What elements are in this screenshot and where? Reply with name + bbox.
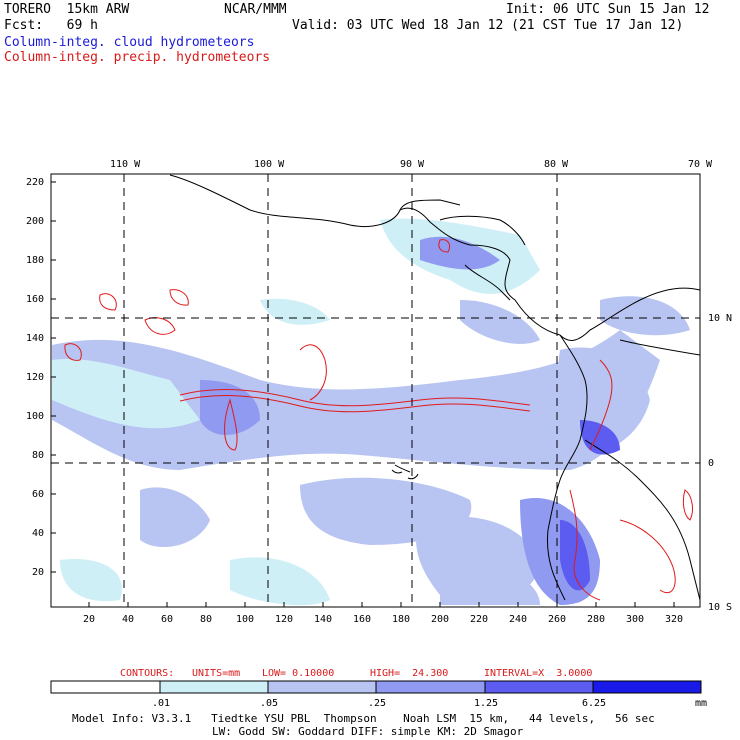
field-precip-label: Column-integ. precip. hydrometeors <box>4 50 271 65</box>
x-tick-label: 140 <box>314 614 333 625</box>
x-tick-label: 160 <box>353 614 372 625</box>
coastlines <box>169 174 701 601</box>
contour-low: LOW= 0.10000 <box>262 668 335 679</box>
x-tick-label: 320 <box>665 614 684 625</box>
model-info-line2: LW: Godd SW: Goddard DIFF: simple KM: 2D… <box>212 725 524 738</box>
valid-time: Valid: 03 UTC Wed 18 Jan 12 (21 CST Tue … <box>292 18 684 33</box>
y-tick-label: 100 <box>26 411 45 422</box>
y-tick-label: 140 <box>26 333 45 344</box>
lon-label-90w: 90 W <box>400 159 425 170</box>
y-tick-label: 200 <box>26 216 45 227</box>
y-tick-label: 160 <box>26 294 45 305</box>
plot-frame <box>50 173 701 608</box>
y-tick-label: 20 <box>32 567 45 578</box>
colorbar-bin-4 <box>375 680 486 694</box>
y-tick-label: 220 <box>26 177 45 188</box>
x-tick-label: 180 <box>392 614 411 625</box>
x-tick-label: 280 <box>587 614 606 625</box>
colorbar-bin-6 <box>592 680 702 694</box>
x-tick-label: 260 <box>548 614 567 625</box>
lon-label-70w: 70 W <box>688 159 713 170</box>
y-tick-label: 60 <box>32 489 45 500</box>
cloud-shading <box>52 218 690 606</box>
colorbar <box>50 680 702 694</box>
y-tick-label: 80 <box>32 450 45 461</box>
field-cloud-label: Column-integ. cloud hydrometeors <box>4 35 255 50</box>
model-title: TORERO 15km ARW <box>4 2 130 17</box>
contour-units: UNITS=mm <box>192 668 241 679</box>
x-tick-label: 240 <box>509 614 528 625</box>
colorbar-label: .05 <box>260 698 279 709</box>
x-tick-label: 100 <box>236 614 255 625</box>
x-tick-label: 200 <box>431 614 450 625</box>
x-tick-label: 300 <box>626 614 645 625</box>
colorbar-label: .25 <box>368 698 387 709</box>
x-tick-label: 40 <box>122 614 135 625</box>
contour-high: HIGH= 24.300 <box>370 668 449 679</box>
lat-label-10n: 10 N <box>708 313 733 324</box>
contour-interval: INTERVAL=X 3.0000 <box>484 668 593 679</box>
x-tick-label: 20 <box>83 614 96 625</box>
x-tick-label: 220 <box>470 614 489 625</box>
y-tick-label: 180 <box>26 255 45 266</box>
lat-label-10s: 10 S <box>708 602 733 613</box>
y-tick-label: 120 <box>26 372 45 383</box>
model-info-line1: Model Info: V3.3.1 Tiedtke YSU PBL Thomp… <box>72 712 655 725</box>
forecast-hour: Fcst: 69 h <box>4 18 98 33</box>
colorbar-label: 6.25 <box>582 698 607 709</box>
x-tick-label: 80 <box>200 614 213 625</box>
center-name: NCAR/MMM <box>224 2 287 17</box>
lon-label-100w: 100 W <box>254 159 285 170</box>
lon-label-80w: 80 W <box>544 159 569 170</box>
y-tick-label: 40 <box>32 528 45 539</box>
precip-contours <box>64 239 693 601</box>
graticule <box>51 174 700 607</box>
x-tick-label: 120 <box>275 614 294 625</box>
colorbar-bin-1 <box>50 680 161 694</box>
lon-label-110w: 110 W <box>110 159 141 170</box>
colorbar-label: 1.25 <box>474 698 499 709</box>
init-time: Init: 06 UTC Sun 15 Jan 12 <box>506 2 710 17</box>
lat-label-0: 0 <box>708 458 715 469</box>
x-tick-label: 60 <box>161 614 174 625</box>
y-ticks <box>51 181 56 573</box>
colorbar-bin-5 <box>484 680 594 694</box>
colorbar-bin-3 <box>267 680 377 694</box>
x-ticks <box>88 602 675 607</box>
colorbar-unit: mm <box>695 698 708 709</box>
contour-label: CONTOURS: <box>120 668 175 679</box>
colorbar-label: .01 <box>152 698 171 709</box>
colorbar-bin-2 <box>159 680 269 694</box>
